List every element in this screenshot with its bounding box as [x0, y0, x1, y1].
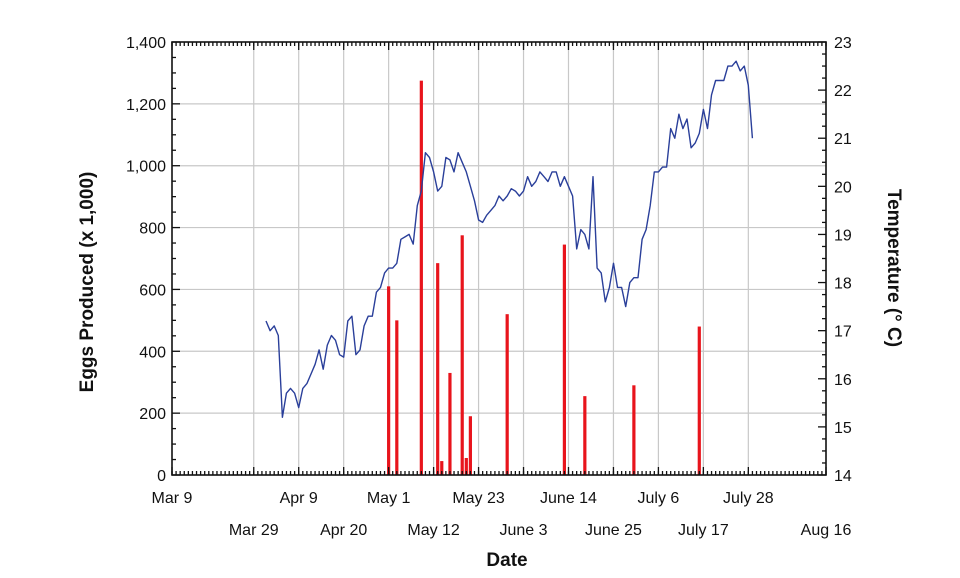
egg-bar [464, 457, 468, 475]
y-right-tick-label: 17 [834, 324, 852, 341]
x-tick-label: July 17 [678, 522, 729, 539]
y-left-tick-label: 1,200 [126, 97, 166, 114]
egg-bar [448, 372, 452, 475]
x-axis-title: Date [486, 550, 527, 571]
y-left-tick-label: 600 [139, 282, 166, 299]
y-left-axis-title: Eggs Produced (x 1,000) [77, 172, 98, 393]
y-right-tick-label: 20 [834, 179, 852, 196]
y-right-tick-label: 22 [834, 83, 852, 100]
y-right-axis-title: Temperature (° C) [883, 189, 904, 347]
x-tick-label: June 3 [500, 522, 548, 539]
y-right-tick-label: 15 [834, 420, 852, 437]
x-tick-label: May 12 [407, 522, 460, 539]
egg-bar [387, 286, 391, 475]
egg-bar [419, 80, 423, 476]
x-tick-label: Apr 9 [280, 490, 318, 507]
x-tick-label: May 1 [367, 490, 411, 507]
x-tick-label: Aug 16 [801, 522, 852, 539]
x-tick-label: Mar 29 [229, 522, 279, 539]
axes: Mar 9 Apr 9 May 1 May 23 June 14 July 6 July 2… [126, 35, 852, 539]
y-right-tick-label: 19 [834, 227, 852, 244]
y-left-tick-label: 800 [139, 221, 166, 238]
egg-bar [562, 244, 566, 475]
x-tick-label: Mar 9 [152, 490, 193, 507]
egg-bar [468, 416, 472, 475]
egg-bar [583, 396, 587, 475]
x-tick-label: July 28 [723, 490, 774, 507]
x-tick-label: Apr 20 [320, 522, 367, 539]
grid [172, 42, 826, 475]
temperature-line-group [265, 60, 754, 418]
y-right-tick-label: 21 [834, 131, 852, 148]
x-tick-label: May 23 [452, 490, 505, 507]
egg-bar [505, 314, 509, 475]
egg-bar [697, 326, 701, 475]
x-tick-label: June 14 [540, 490, 597, 507]
x-tick-label: June 25 [585, 522, 642, 539]
y-left-tick-label: 200 [139, 406, 166, 423]
egg-bar [632, 385, 636, 475]
y-right-tick-label: 14 [834, 468, 852, 485]
plot-frame [171, 41, 827, 476]
y-right-tick-label: 18 [834, 276, 852, 293]
temperature-line [265, 60, 754, 418]
egg-bar [440, 461, 444, 475]
egg-bars [387, 80, 701, 476]
x-tick-label: July 6 [638, 490, 680, 507]
y-left-tick-label: 0 [157, 468, 166, 485]
y-right-tick-label: 23 [834, 35, 852, 52]
y-right-tick-label: 16 [834, 372, 852, 389]
egg-bar [436, 263, 440, 475]
egg-bar [395, 320, 399, 475]
egg-bar [460, 235, 464, 475]
y-left-tick-label: 1,000 [126, 159, 166, 176]
y-left-tick-label: 400 [139, 344, 166, 361]
y-left-tick-label: 1,400 [126, 35, 166, 52]
